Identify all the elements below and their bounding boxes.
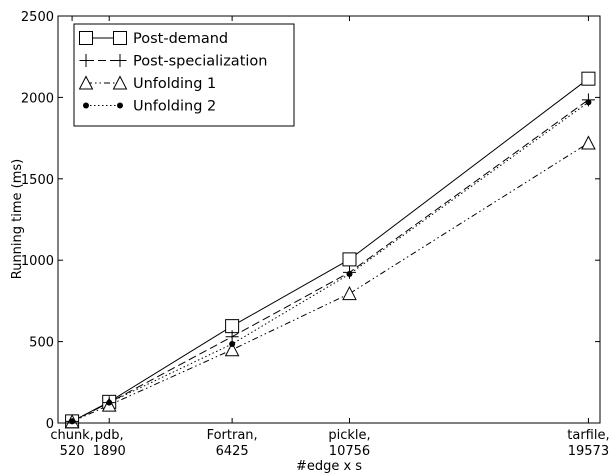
x-tick-label: tarfile, <box>567 428 609 443</box>
series-line <box>71 101 589 422</box>
legend-marker <box>78 75 94 90</box>
legend-box <box>73 23 295 127</box>
data-point <box>342 285 357 301</box>
y-tick-label: 0 <box>46 417 54 432</box>
x-tick-label-value: 19573 <box>568 444 609 459</box>
x-tick-label-value: 10756 <box>329 444 370 459</box>
x-tick-label-value: 6425 <box>216 444 249 459</box>
x-tick-label-value: 1890 <box>93 444 126 459</box>
legend-marker <box>79 31 93 45</box>
series-line <box>71 142 589 423</box>
plot-frame <box>57 15 601 424</box>
x-axis-label: #edge x s <box>296 459 362 474</box>
legend-label: Unfolding 1 <box>133 76 216 92</box>
x-tick-label: pdb, <box>95 428 124 443</box>
y-tick-label: 1500 <box>21 173 54 188</box>
data-point <box>106 399 113 406</box>
legend-marker <box>113 54 127 67</box>
legend-marker <box>112 75 128 90</box>
x-tick-label-value: 520 <box>60 444 85 459</box>
y-tick-label: 2500 <box>21 10 54 25</box>
y-axis-ticks: 0 500 1000 1500 2000 2500 <box>21 10 600 432</box>
y-tick-label: 500 <box>29 336 54 351</box>
x-axis-ticks: chunk,520 pdb,1890 Fortran,6425 pickle,1075… <box>50 16 610 459</box>
data-point <box>346 271 353 278</box>
series-markers <box>64 71 596 429</box>
y-tick-label: 2000 <box>21 91 54 106</box>
y-tick-label: 1000 <box>21 254 54 269</box>
legend-marker <box>83 102 89 109</box>
y-axis-label: Running time (ms) <box>10 159 25 280</box>
data-point <box>342 252 357 267</box>
data-point <box>585 99 592 106</box>
legend-marker <box>79 54 93 67</box>
legend-label: Post-specialization <box>133 54 267 70</box>
legend-label: Post-demand <box>133 31 228 47</box>
legend: Post-demand Post-specialization Unfolding … <box>73 23 295 127</box>
x-tick-label: Fortran, <box>207 428 258 443</box>
x-tick-label: pickle, <box>328 428 370 443</box>
data-point <box>581 135 596 150</box>
legend-marker <box>117 102 123 109</box>
data-point <box>229 341 236 348</box>
data-point <box>224 342 240 357</box>
legend-label: Unfolding 2 <box>133 99 216 115</box>
legend-marker <box>113 31 127 45</box>
data-point <box>581 71 596 86</box>
x-tick-label: chunk, <box>50 428 94 443</box>
